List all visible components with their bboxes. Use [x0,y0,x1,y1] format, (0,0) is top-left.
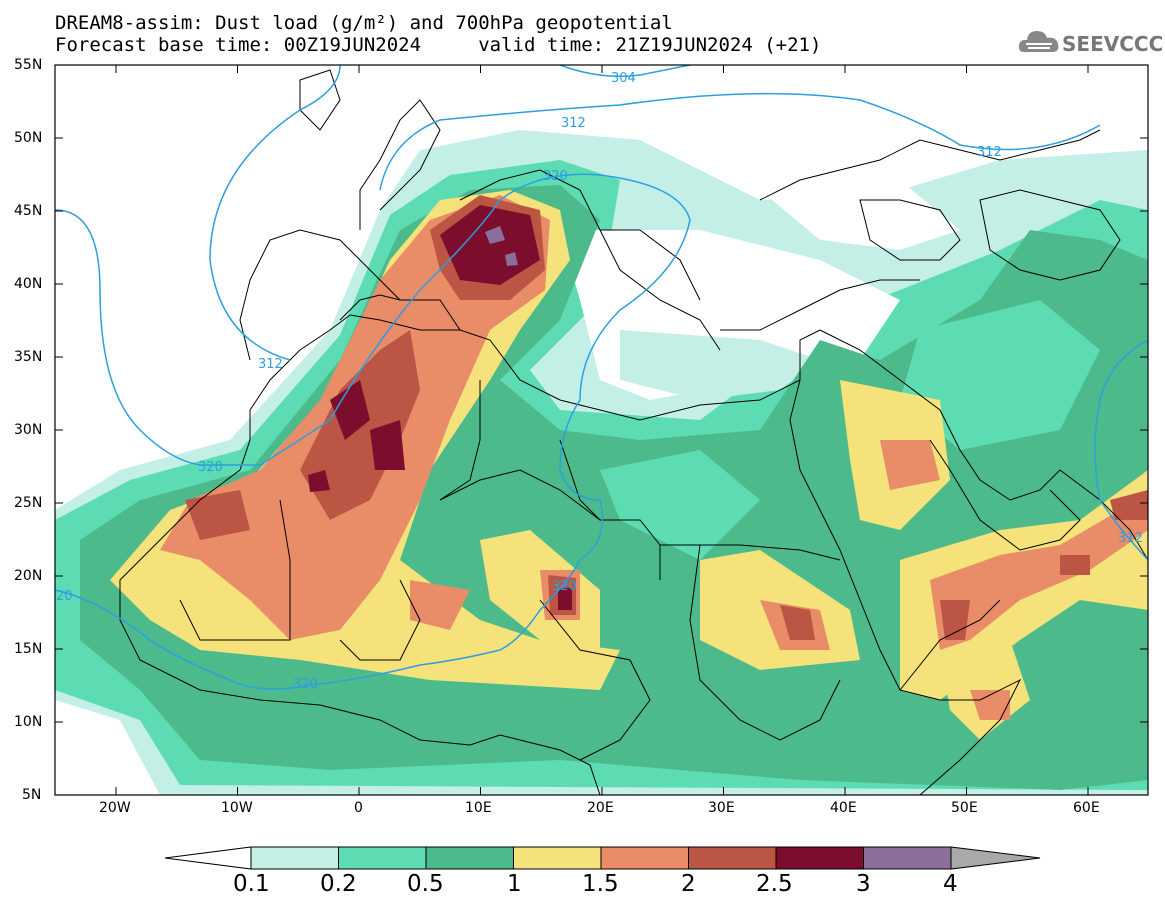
colorbar-label: 1.5 [582,871,619,897]
colorbar-label: 0.1 [233,871,270,897]
colorbar-swatch [513,846,602,870]
colorbar-label: 3 [856,871,871,897]
map-title: DREAM8-assim: Dust load (g/m²) and 700hP… [55,12,673,34]
lat-label: 30N [14,422,43,438]
contour-label: 312 [561,116,586,131]
lon-label: 0 [354,800,363,816]
logo-text: SEEVCCC [1062,32,1164,56]
colorbar-swatch [338,846,427,870]
contour-label: 320 [543,169,568,184]
colorbar-swatch [863,846,952,870]
seevccc-logo: SEEVCCC [1018,26,1163,58]
colorbar-label: 2.5 [756,871,793,897]
colorbar-arrow-right [950,846,1041,870]
lat-label: 45N [14,203,43,219]
lat-label: 25N [14,495,43,511]
lat-label: 35N [14,349,43,365]
lon-label: 20E [587,800,614,816]
axis-ticks [55,64,1148,796]
colorbar-swatch [425,846,514,870]
colorbar-swatch [775,846,864,870]
geopotential-contours [55,65,1148,690]
coastlines [119,69,1148,795]
cloud-icon [1018,31,1059,52]
colorbar [164,846,1041,870]
colorbar-arrow-left [164,846,252,870]
lat-label: 55N [14,57,43,73]
colorbar-label: 2 [681,871,696,897]
lat-label: 5N [22,787,42,803]
contour-label: 312 [977,145,1002,160]
colorbar-swatch [688,846,777,870]
colorbar-swatch [250,846,339,870]
contour-label: 312 [1118,531,1143,546]
contour-label: 20 [56,589,73,604]
colorbar-swatch [600,846,689,870]
contour-label: 304 [611,71,636,86]
lon-label: 40E [830,800,857,816]
lon-label: 20W [99,800,131,816]
colorbar-label: 4 [943,871,958,897]
lat-label: 40N [14,276,43,292]
lat-label: 50N [14,130,43,146]
colorbar-label: 0.2 [320,871,357,897]
colorbar-label: 0.5 [407,871,444,897]
lon-label: 60E [1073,800,1100,816]
colorbar-label: 1 [507,871,522,897]
lon-label: 10W [221,800,253,816]
contour-label: 320 [293,677,318,692]
contour-label: 320 [198,460,223,475]
contour-labels: 304 312 320 312 312 320 320 320 312 20 [56,71,1143,692]
lon-label: 30E [708,800,735,816]
lat-label: 15N [14,641,43,657]
lon-label: 10E [465,800,492,816]
forecast-time-line: Forecast base time: 00Z19JUN2024 valid t… [55,34,822,56]
lon-label: 50E [951,800,978,816]
dust-field [55,65,1148,795]
lat-label: 10N [14,714,43,730]
contour-label: 320 [552,579,577,594]
lat-label: 20N [14,568,43,584]
contour-label: 312 [258,357,283,372]
